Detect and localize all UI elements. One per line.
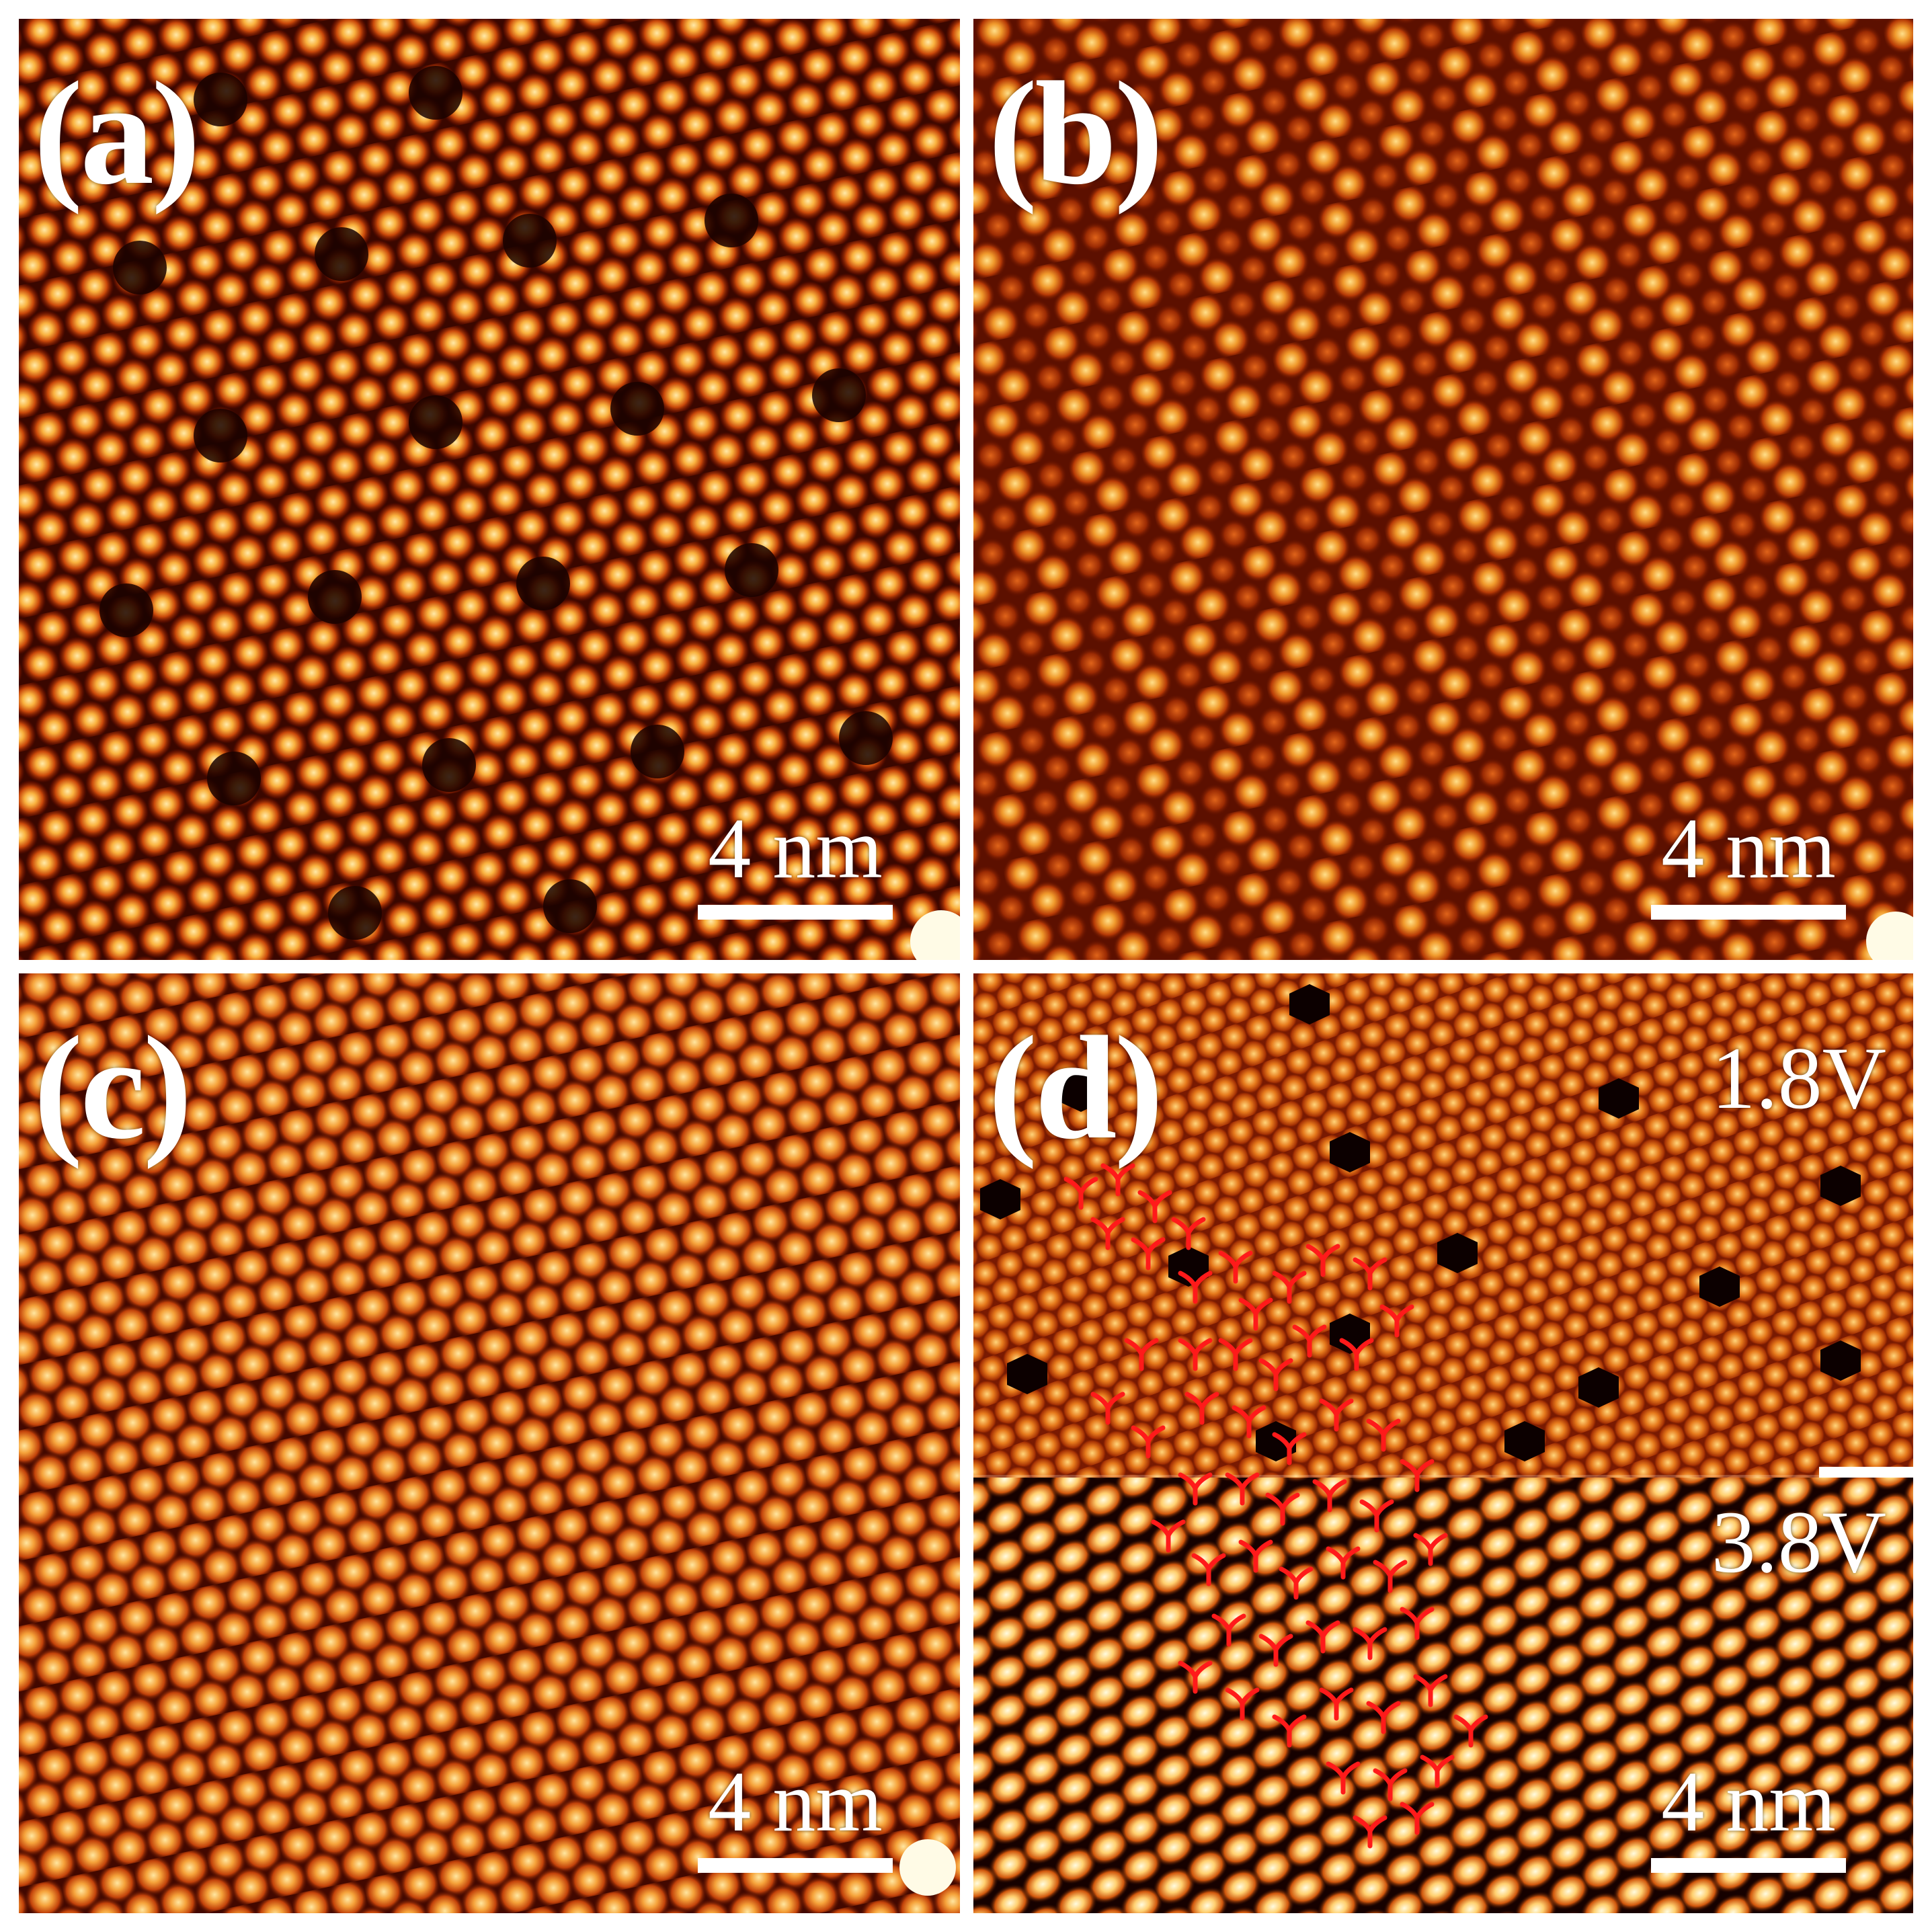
panel-d-top-bias: 1.8V [1711, 1029, 1886, 1127]
panel-b-scale-text: 4 nm [1661, 801, 1836, 896]
panel-a-scale-bar: 4 nm [698, 805, 893, 920]
panel-d-boundary-tick [1819, 1467, 1913, 1478]
panel-b: (b) 4 nm [973, 19, 1913, 960]
panel-a-scale-text: 4 nm [708, 801, 883, 896]
panel-b-scale-bar: 4 nm [1651, 805, 1846, 920]
panel-c: (c) 4 nm [19, 973, 960, 1913]
panel-a-label: (a) [34, 51, 201, 215]
panel-d-scale-text: 4 nm [1661, 1754, 1836, 1849]
panel-d-bias-boundary [973, 1475, 1913, 1478]
panel-c-scale-bar: 4 nm [698, 1759, 893, 1873]
panel-a-scale-line [698, 905, 893, 920]
panel-a: (a) 4 nm [19, 19, 960, 960]
panel-d-scale-bar: 4 nm [1651, 1759, 1846, 1873]
panel-c-scale-text: 4 nm [708, 1754, 883, 1849]
panel-b-scale-line [1651, 905, 1846, 920]
panel-c-scale-line [698, 1858, 893, 1873]
panel-d: (d) 1.8V 3.8V 4 nm [973, 973, 1913, 1913]
panel-a-stm-image [19, 19, 960, 960]
panel-c-label: (c) [34, 1006, 192, 1170]
panel-c-stm-image [19, 973, 960, 1913]
panel-d-scale-line [1651, 1858, 1846, 1873]
panel-b-label: (b) [988, 51, 1164, 215]
panel-b-stm-image [973, 19, 1913, 960]
panel-d-bottom-bias: 3.8V [1711, 1492, 1886, 1591]
panel-d-stm-image [973, 973, 1913, 1913]
panel-d-label: (d) [988, 1006, 1164, 1170]
